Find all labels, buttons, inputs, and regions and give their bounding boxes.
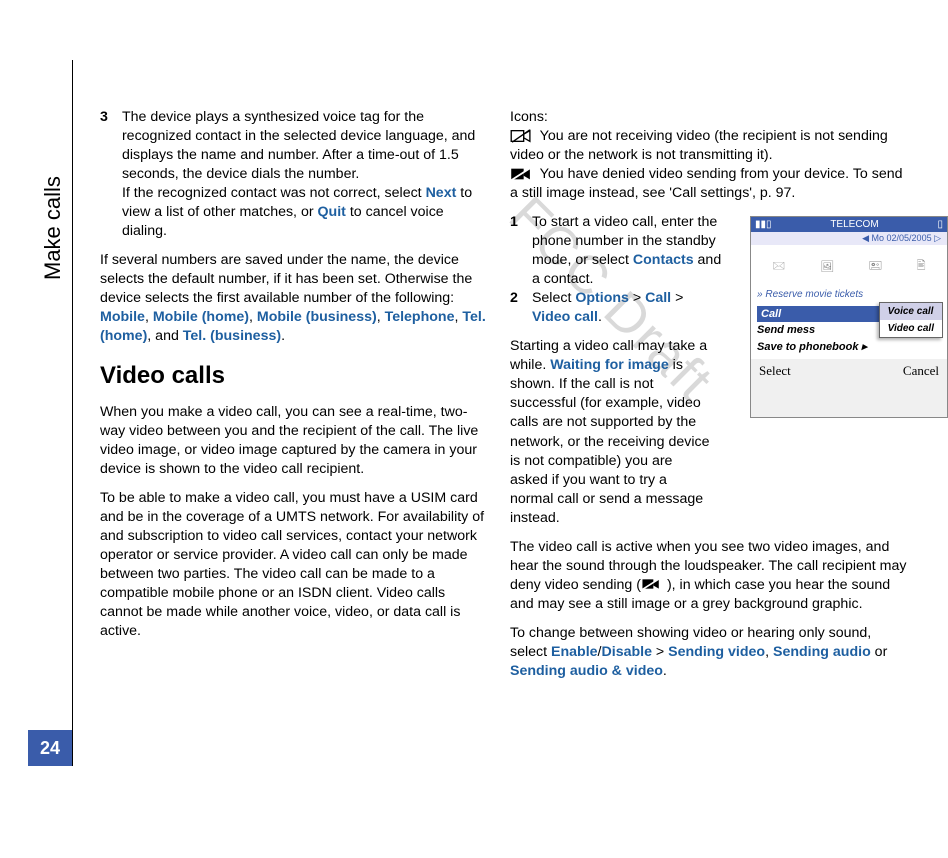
paragraph-active: The video call is active when you see tw… <box>510 538 910 614</box>
phone-menu-row-save[interactable]: Save to phonebook ▸ <box>757 338 941 355</box>
softkey-cancel[interactable]: Cancel <box>903 363 939 379</box>
link-mobile: Mobile <box>100 309 145 325</box>
heading-video-calls: Video calls <box>100 360 490 392</box>
link-call[interactable]: Call <box>645 290 671 306</box>
list-body: Select Options > Call > Video call. <box>532 289 722 327</box>
side-tab-label: Make calls <box>40 80 72 280</box>
submenu-voice-call[interactable]: Voice call <box>880 303 942 320</box>
list-body: The device plays a synthesized voice tag… <box>122 108 482 241</box>
text: > <box>629 290 645 306</box>
submenu-video-call[interactable]: Video call <box>880 320 942 337</box>
text: The device plays a synthesized voice tag… <box>122 109 475 182</box>
paragraph: If several numbers are saved under the n… <box>100 251 490 346</box>
phone-submenu: Voice call Video call <box>879 302 943 338</box>
text: , <box>145 309 153 325</box>
app-icon: 🖼 <box>820 260 834 273</box>
text: > <box>652 644 668 660</box>
text: or <box>871 644 888 660</box>
link-quit[interactable]: Quit <box>318 204 346 220</box>
paragraph: To be able to make a video call, you mus… <box>100 489 490 641</box>
app-icon: 🖹 <box>917 257 926 276</box>
list-item-3: 3 The device plays a synthesized voice t… <box>100 108 490 241</box>
nav-arrow-icon: ◀ <box>862 233 871 243</box>
link-mobile-business: Mobile (business) <box>257 309 377 325</box>
link-telephone: Telephone <box>385 309 455 325</box>
text: , <box>249 309 257 325</box>
waiting-for-image: Waiting for image <box>550 357 669 373</box>
text: Select <box>532 290 575 306</box>
link-video-call[interactable]: Video call <box>532 309 598 325</box>
chevron-right-icon: ▸ <box>862 341 868 353</box>
battery-icon: ▯ <box>937 219 943 230</box>
text: , and <box>147 328 183 344</box>
text: , <box>377 309 385 325</box>
phone-softkeys: Select Cancel <box>751 359 947 383</box>
no-video-icon <box>510 128 532 144</box>
page-number: 24 <box>28 730 72 766</box>
phone-ticker: » Reserve movie tickets <box>751 287 947 302</box>
text: . <box>598 309 602 325</box>
link-tel-business: Tel. (business) <box>183 328 281 344</box>
paragraph-starting: Starting a video call may take a while. … <box>510 337 710 527</box>
app-icon: 🖂 <box>772 257 785 276</box>
phone-statusbar: ▮▮▯ TELECOM ▯ <box>751 217 947 232</box>
list-number: 1 <box>510 213 528 232</box>
denied-video-icon-inline <box>641 577 663 593</box>
icons-heading: Icons: <box>510 108 910 127</box>
link-sending-av[interactable]: Sending audio & video <box>510 663 663 679</box>
vertical-divider <box>72 60 73 766</box>
text: . <box>281 328 285 344</box>
left-column: 3 The device plays a synthesized voice t… <box>100 108 490 651</box>
link-enable[interactable]: Enable <box>551 644 598 660</box>
link-sending-audio[interactable]: Sending audio <box>773 644 871 660</box>
text: You are not receiving video (the recipie… <box>510 128 888 163</box>
text: , <box>765 644 773 660</box>
list-number: 2 <box>510 289 528 308</box>
list-number: 3 <box>100 108 118 127</box>
link-disable[interactable]: Disable <box>602 644 652 660</box>
text: If the recognized contact was not correc… <box>122 185 426 201</box>
softkey-select[interactable]: Select <box>759 363 791 379</box>
app-icon: 🖭 <box>869 257 882 276</box>
text: > <box>671 290 683 306</box>
text: You have denied video sending from your … <box>510 166 903 201</box>
link-next[interactable]: Next <box>426 185 457 201</box>
operator-label: TELECOM <box>830 219 878 230</box>
phone-icon-row: 🖂 🖼 🖭 🖹 <box>751 245 947 287</box>
signal-icon: ▮▮▯ <box>755 219 772 230</box>
icon-line-1: You are not receiving video (the recipie… <box>510 127 910 165</box>
text: If several numbers are saved under the n… <box>100 252 472 306</box>
ticker-icon: » <box>757 289 763 300</box>
link-sending-video[interactable]: Sending video <box>668 644 765 660</box>
paragraph: When you make a video call, you can see … <box>100 403 490 479</box>
paragraph-change: To change between showing video or heari… <box>510 624 910 681</box>
text: is shown. If the call is not successful … <box>510 357 710 525</box>
denied-video-icon <box>510 166 532 182</box>
list-body: To start a video call, enter the phone n… <box>532 213 722 289</box>
icon-line-2: You have denied video sending from your … <box>510 165 910 203</box>
phone-menu: Call Send mess Save to phonebook ▸ Voice… <box>751 302 947 359</box>
link-options[interactable]: Options <box>575 290 629 306</box>
link-mobile-home: Mobile (home) <box>153 309 249 325</box>
phone-date: ◀ Mo 02/05/2005 ▷ <box>751 232 947 245</box>
link-contacts[interactable]: Contacts <box>633 252 694 268</box>
nav-arrow-icon: ▷ <box>932 233 941 243</box>
text: . <box>663 663 667 679</box>
phone-screenshot: ▮▮▯ TELECOM ▯ ◀ Mo 02/05/2005 ▷ 🖂 🖼 🖭 🖹 … <box>750 216 948 418</box>
